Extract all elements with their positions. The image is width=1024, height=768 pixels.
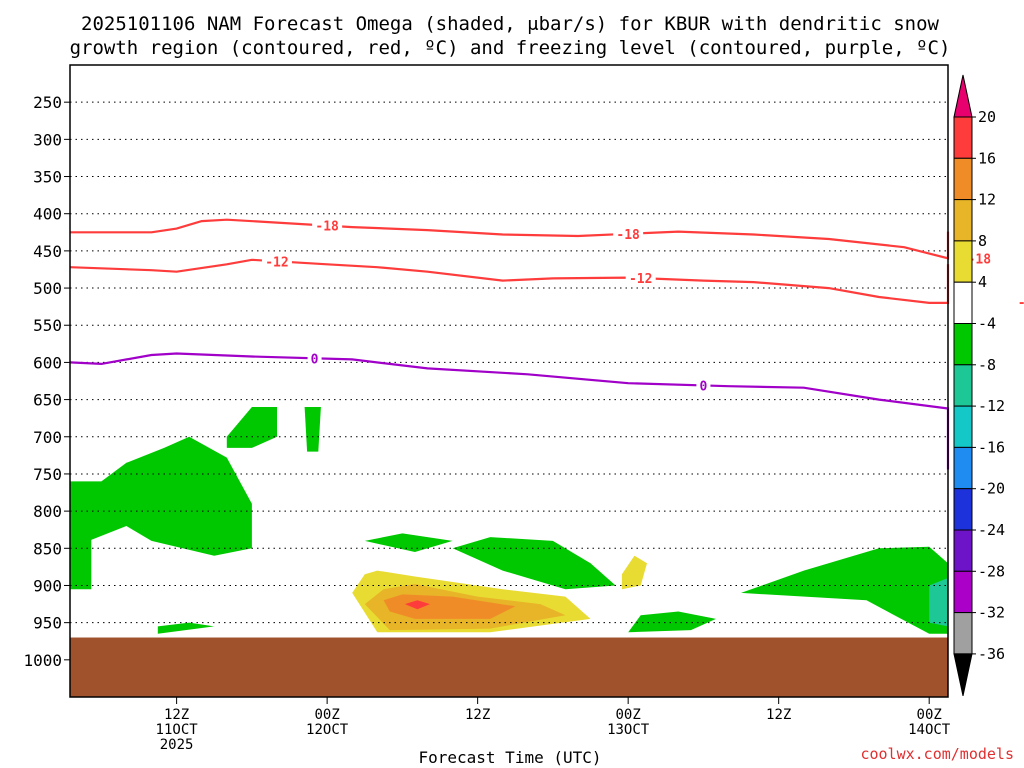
omega-region-1 — [70, 526, 92, 590]
y-tick-label-800: 800 — [33, 502, 62, 521]
colorbar: 20 16 12 8 4 -4 -8 -12 -16 -20 -24 -28 -32 -36 — [953, 74, 1005, 697]
colorbar-swatch-12 — [953, 570, 973, 614]
x-tick-label-4-0: 12Z — [766, 707, 791, 723]
y-tick-label-950: 950 — [33, 614, 62, 633]
y-tick-label-450: 450 — [33, 242, 62, 261]
colorbar-label-8: -16 — [978, 438, 1005, 456]
omega-region-20 — [383, 594, 516, 619]
omega-region-4 — [157, 622, 215, 634]
y-tick-label-750: 750 — [33, 465, 62, 484]
y-tick-label-700: 700 — [33, 428, 62, 447]
chart-title-line-1: 2025101106 NAM Forecast Omega (shaded, μ… — [81, 13, 939, 35]
x-tick-label-5-1: 14OCT — [908, 722, 951, 738]
contour-label-bg-2-0 — [307, 350, 322, 367]
contour-label-2-1: 0 — [700, 379, 708, 394]
colorbar-label-0: 20 — [978, 108, 996, 126]
contour-label-bg-0-1 — [613, 225, 644, 242]
colorbar-label-12: -32 — [978, 604, 1005, 622]
x-tick-label-0-2: 2025 — [160, 737, 194, 753]
colorbar-swatch-10 — [953, 488, 973, 531]
x-tick-label-1-1: 12OCT — [306, 722, 349, 738]
contour-label-0-0: -18 — [315, 220, 339, 235]
colorbar-swatch-4 — [953, 240, 973, 283]
y-tick-label-900: 900 — [33, 576, 62, 595]
contour-label-bg-1-2 — [1014, 294, 1024, 311]
colorbar-swatch-13 — [953, 612, 973, 655]
omega-region-15 — [621, 555, 647, 590]
omega-region-3 — [304, 407, 321, 452]
x-axis-title: Forecast Time (UTC) — [418, 748, 601, 767]
chart-title-line-2: growth region (contoured, red, ºC) and f… — [70, 37, 951, 59]
y-tick-label-1000: 1000 — [23, 651, 62, 670]
y-tick-label-400: 400 — [33, 205, 62, 224]
y-tick-label-300: 300 — [33, 130, 62, 149]
colorbar-label-13: -36 — [978, 645, 1005, 663]
contour-label-bg-0-0 — [312, 217, 343, 234]
y-tick-label-600: 600 — [33, 353, 62, 372]
x-tick-label-0-0: 12Z — [164, 707, 189, 723]
omega-region-0 — [70, 436, 252, 556]
x-tick-label-5-0: 00Z — [917, 707, 942, 723]
colorbar-swatch-9 — [953, 446, 973, 490]
colorbar-swatch-6 — [953, 323, 973, 366]
colorbar-label-2: 12 — [978, 191, 996, 209]
colorbar-label-4: 4 — [978, 273, 987, 291]
colorbar-label-10: -24 — [978, 521, 1005, 539]
omega-shading — [70, 407, 948, 634]
colorbar-swatch-2 — [953, 157, 973, 201]
contour-label-1-2: -12 — [1018, 296, 1024, 311]
colorbar-label-6: -8 — [978, 356, 996, 374]
colorbar-label-3: 8 — [978, 232, 987, 250]
x-tick-label-2-0: 12Z — [465, 707, 490, 723]
grid-lines — [70, 101, 948, 624]
colorbar-swatch-5 — [953, 281, 973, 325]
omega-region-8 — [741, 466, 948, 634]
contour-label-0-1: -18 — [616, 228, 640, 243]
contour-label-1-0: -12 — [265, 255, 288, 270]
colorbar-label-1: 16 — [978, 149, 996, 167]
colorbar-swatch-7 — [953, 364, 973, 407]
y-tick-label-650: 650 — [33, 391, 62, 410]
x-tick-label-1-0: 00Z — [314, 707, 339, 723]
y-tick-label-250: 250 — [33, 93, 62, 112]
colorbar-label-9: -20 — [978, 480, 1005, 498]
x-tick-label-3-1: 13OCT — [607, 722, 650, 738]
contour-label-0-2: -18 — [968, 252, 992, 267]
x-tick-label-3-0: 00Z — [616, 707, 641, 723]
plot-area: -18-18-18-12-12-12000 — [69, 64, 1024, 698]
ground-surface — [70, 637, 948, 697]
credit-text: coolwx.com/models — [860, 745, 1014, 763]
colorbar-swatch-11 — [953, 529, 973, 572]
colorbar-swatch-8 — [953, 405, 973, 448]
y-tick-label-500: 500 — [33, 279, 62, 298]
colorbar-label-7: -12 — [978, 397, 1005, 415]
omega-region-5 — [452, 537, 616, 590]
contour-label-bg-1-0 — [261, 253, 292, 270]
contour-label-1-1: -12 — [629, 272, 652, 287]
omega-region-7 — [628, 611, 716, 633]
omega-region-9 — [929, 548, 948, 627]
colorbar-arrow-bottom — [953, 653, 973, 697]
y-tick-label-550: 550 — [33, 316, 62, 335]
x-tick-label-0-1: 11OCT — [156, 722, 199, 738]
contour-label-bg-2-1 — [696, 377, 711, 394]
omega-region-2 — [226, 407, 277, 448]
omega-region-21 — [404, 600, 430, 610]
plot-frame — [69, 64, 949, 698]
y-tick-label-850: 850 — [33, 539, 62, 558]
pressure-axis: 250 300 350 400 450 500 550 600 650 700 750 800 850 9… — [23, 93, 70, 670]
y-tick-label-350: 350 — [33, 168, 62, 187]
colorbar-swatch-3 — [953, 199, 973, 242]
omega-region-6 — [364, 533, 453, 552]
colorbar-label-5: -4 — [978, 315, 996, 333]
colorbar-arrow-top — [953, 74, 973, 118]
colorbar-label-11: -28 — [978, 562, 1005, 580]
colorbar-swatch-1 — [953, 116, 973, 159]
contour-label-bg-1-1 — [625, 270, 656, 287]
contour-label-2-0: 0 — [311, 352, 319, 367]
